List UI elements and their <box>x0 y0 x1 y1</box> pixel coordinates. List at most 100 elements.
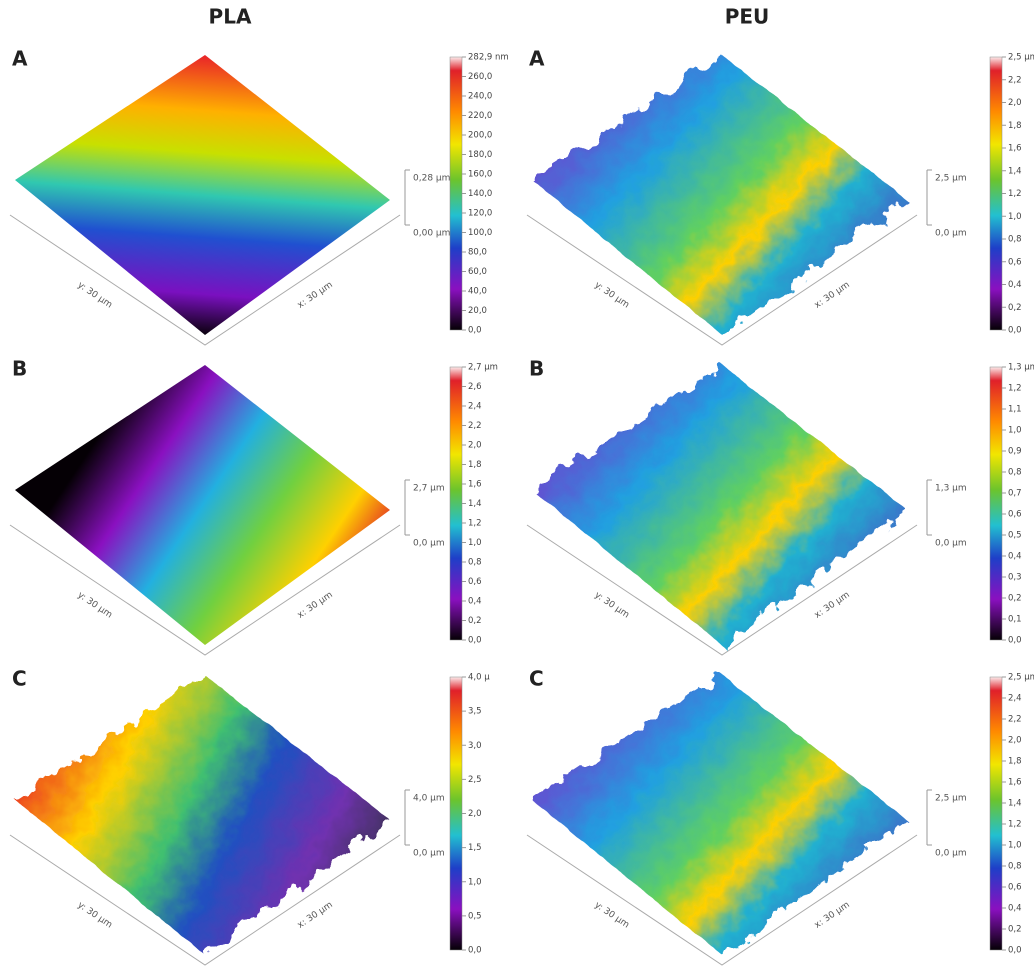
x-axis-label: x: 30 µm <box>296 590 335 621</box>
colorbar-tick-label: 120,0 <box>468 209 492 219</box>
colorbar-tick-label: 0,6 <box>1008 510 1022 520</box>
colorbar-tick-label: 1,3 µm <box>1008 363 1034 373</box>
x-axis-label: x: 30 µm <box>813 280 852 311</box>
colorbar-tick-label: 2,0 <box>1008 98 1022 108</box>
base-frame <box>526 524 918 656</box>
z-label: 0,0 µm <box>935 229 967 239</box>
z-label: 0,28 µm <box>413 174 450 184</box>
z-label: 0,0 µm <box>413 849 445 859</box>
surface <box>15 675 390 955</box>
colorbar-tick-label: 40,0 <box>468 287 487 297</box>
colorbar-tick-label: 1,2 <box>1008 384 1022 394</box>
x-axis-label: x: 30 µm <box>296 280 335 311</box>
colorbar-tick-label: 1,0 <box>468 877 482 887</box>
colorbar-tick-label: 1,6 <box>468 480 482 490</box>
colorbar-tick-label: 1,1 <box>1008 405 1022 415</box>
colorbar-tick-label: 200,0 <box>468 131 492 141</box>
panel-label: A <box>529 47 545 71</box>
colorbar-tick-label: 0,6 <box>1008 883 1022 893</box>
colorbar-tick-label: 20,0 <box>468 306 487 316</box>
base-frame <box>526 834 918 966</box>
z-label: 2,7 µm <box>413 484 445 494</box>
colorbar-tick-label: 0,0 <box>1008 326 1022 336</box>
z-label: 2,5 µm <box>935 174 967 184</box>
colorbar-tick-label: 0,0 <box>468 326 482 336</box>
colorbar-tick-label: 1,4 <box>1008 166 1022 176</box>
colorbar-tick-label: 0,8 <box>1008 235 1022 245</box>
colorbar-tick-label: 1,4 <box>468 499 482 509</box>
colorbar-tick-label: 1,2 <box>468 519 482 529</box>
colorbar-tick-label: 0,4 <box>1008 904 1022 914</box>
colorbar-tick-label: 140,0 <box>468 189 492 199</box>
panel-label: C <box>529 667 544 691</box>
x-axis-label: x: 30 µm <box>813 590 852 621</box>
colorbar <box>989 676 1003 951</box>
colorbar-tick-label: 2,2 <box>1008 75 1022 85</box>
colorbar-tick-label: 0,0 <box>468 946 482 956</box>
colorbar <box>449 676 463 951</box>
colorbar-tick-label: 1,2 <box>1008 820 1022 830</box>
colorbar-tick-label: 1,4 <box>1008 799 1022 809</box>
colorbar-tick-label: 2,4 <box>468 402 482 412</box>
colorbar-tick-label: 1,0 <box>1008 426 1022 436</box>
colorbar-tick-label: 1,6 <box>1008 144 1022 154</box>
colorbar-tick-label: 1,2 <box>1008 189 1022 199</box>
colorbar-tick-label: 220,0 <box>468 111 492 121</box>
colorbar-tick-label: 0,6 <box>1008 257 1022 267</box>
z-label: 0,00 µm <box>413 229 450 239</box>
colorbar-tick-label: 0,8 <box>1008 468 1022 478</box>
colorbar-tick-label: 1,8 <box>1008 121 1022 131</box>
colorbar-tick-label: 80,0 <box>468 248 487 258</box>
colorbar-tick-label: 1,0 <box>1008 841 1022 851</box>
colorbar-tick-label: 0,0 <box>1008 636 1022 646</box>
surface <box>532 55 907 335</box>
colorbar-tick-label: 0,8 <box>468 558 482 568</box>
colorbar-tick-label: 100,0 <box>468 228 492 238</box>
colorbar-tick-label: 1,0 <box>468 538 482 548</box>
colorbar-tick-label: 2,6 <box>468 382 482 392</box>
colorbar-tick-label: 1,6 <box>1008 778 1022 788</box>
surface <box>532 675 907 955</box>
colorbar-tick-label: 2,0 <box>468 809 482 819</box>
colorbar-tick-label: 0,2 <box>1008 925 1022 935</box>
colorbar-tick-label: 0,1 <box>1008 615 1022 625</box>
surface <box>15 365 390 645</box>
colorbar <box>449 366 463 641</box>
y-axis-label: y: 30 µm <box>593 280 631 310</box>
colorbar-tick-label: 2,2 <box>1008 715 1022 725</box>
colorbar <box>449 56 463 331</box>
colorbar-tick-label: 240,0 <box>468 92 492 102</box>
x-axis-label: x: 30 µm <box>813 900 852 931</box>
base-frame <box>9 834 401 966</box>
figure-body: PLA A 0,28 µm 0,00 µm y: 30 µm x: 30 µm 282,9 … <box>9 5 1034 966</box>
colorbar-tick-label: 2,7 µm <box>468 363 498 373</box>
colorbar-tick-label: 2,5 <box>468 775 482 785</box>
colorbar-tick-label: 160,0 <box>468 170 492 180</box>
z-label: 0,0 µm <box>935 539 967 549</box>
colorbar-tick-label: 0,5 <box>1008 531 1022 541</box>
colorbar-tick-label: 2,5 µm <box>1008 53 1034 63</box>
surface <box>532 365 907 645</box>
base-frame <box>9 214 401 346</box>
panel-label: C <box>12 667 27 691</box>
colorbar-tick-label: 0,5 <box>468 911 482 921</box>
colorbar-tick-label: 0,2 <box>1008 594 1022 604</box>
surface <box>15 55 390 335</box>
colorbar-tick-label: 3,5 <box>468 707 482 717</box>
z-label: 0,0 µm <box>935 849 967 859</box>
colorbar-tick-label: 0,8 <box>1008 862 1022 872</box>
base-frame <box>9 524 401 656</box>
colorbar-tick-label: 2,0 <box>468 441 482 451</box>
colorbar-tick-label: 1,0 <box>1008 212 1022 222</box>
y-axis-label: y: 30 µm <box>76 590 114 620</box>
colorbar-tick-label: 1,8 <box>468 460 482 470</box>
colorbar <box>989 56 1003 331</box>
y-axis-label: y: 30 µm <box>76 280 114 310</box>
colorbar-tick-label: 0,4 <box>1008 552 1022 562</box>
colorbar-tick-label: 60,0 <box>468 267 487 277</box>
colorbar-tick-label: 4,0 µ <box>468 673 490 683</box>
colorbar-tick-label: 180,0 <box>468 150 492 160</box>
colorbar-tick-label: 0,2 <box>1008 303 1022 313</box>
colorbar-tick-label: 0,2 <box>468 616 482 626</box>
